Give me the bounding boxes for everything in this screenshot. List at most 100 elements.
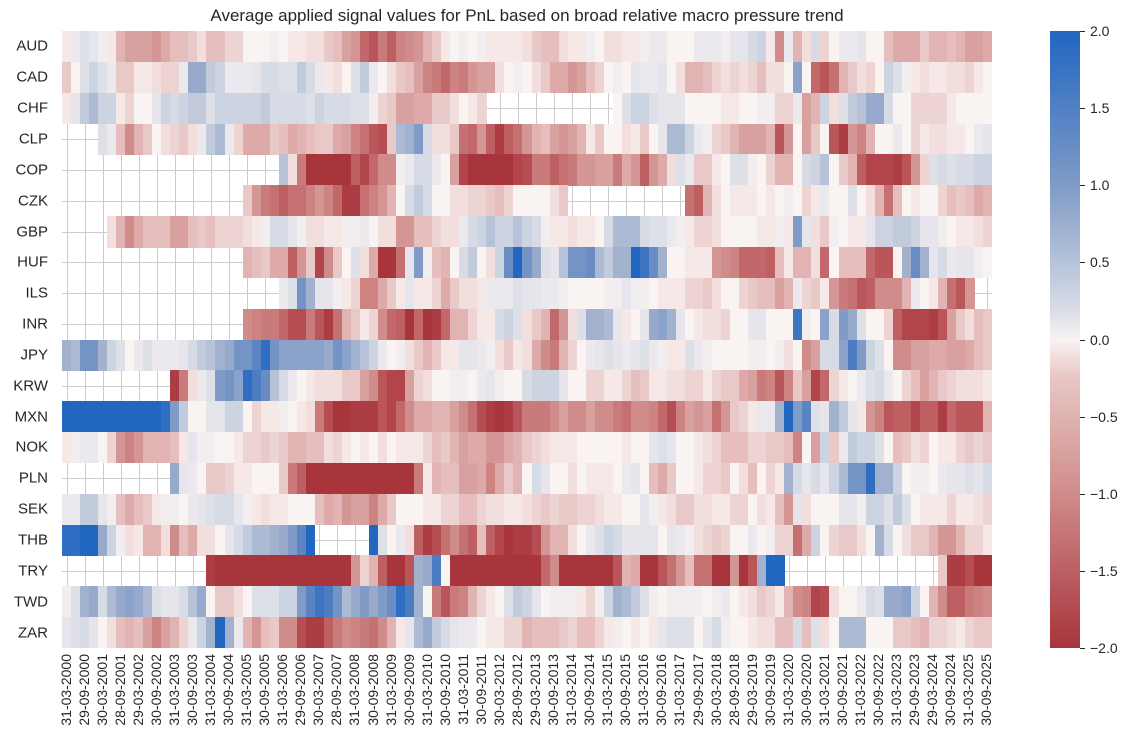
x-tick-label: 29-09-2017 [689,654,706,726]
heatmap-cell [287,92,298,125]
heatmap-cell [359,123,370,155]
heatmap-cell [874,246,885,279]
heatmap-cell [955,524,966,557]
heatmap-cell [98,123,108,155]
heatmap-cell [405,586,415,618]
heatmap-cell [468,185,478,217]
heatmap-cell [332,401,343,433]
heatmap-cell [919,493,930,526]
heatmap-cell [847,339,858,371]
heatmap-cell [910,493,921,526]
heatmap-cell [721,154,731,186]
heatmap-cell [721,123,731,155]
heatmap-cell [585,617,596,648]
heatmap-cell [179,617,189,648]
heatmap-cell [657,92,668,125]
heatmap-cell [549,185,560,217]
heatmap-cell [648,154,659,186]
heatmap-cell [558,586,569,618]
heatmap-cell [558,185,569,217]
heatmap-cell [766,339,776,371]
heatmap-cell [874,31,885,63]
heatmap-cell [973,31,984,63]
heatmap-cell [703,31,713,63]
heatmap-cell [820,493,831,526]
heatmap-cell [450,92,460,125]
heatmap-cell [576,462,587,495]
heatmap-cell [405,123,415,155]
heatmap-cell [341,92,352,125]
heatmap-cell [748,185,758,217]
heatmap-cell [396,370,406,402]
heatmap-cell [603,555,614,587]
heatmap-cell [928,401,939,433]
heatmap-cell [396,185,406,217]
heatmap-cell [630,370,641,402]
heatmap-cell [829,617,840,648]
heatmap-cell [323,586,334,618]
heatmap-cell [450,216,460,248]
heatmap-cell [982,61,992,94]
heatmap-cell [278,185,289,217]
x-tick-label: 31-03-2017 [671,654,688,726]
heatmap-cell [107,61,117,94]
heatmap-cell [71,92,81,125]
heatmap-cell [829,586,840,618]
heatmap-cell [946,617,957,648]
heatmap-cell [820,185,831,217]
heatmap-cell [630,277,641,310]
heatmap-cell [134,216,144,248]
heatmap-cell [504,401,515,433]
heatmap-cell [964,401,975,433]
heatmap-cell [585,432,596,464]
heatmap-cell [405,31,415,63]
heatmap-cell [224,524,235,557]
heatmap-cell [838,277,849,310]
heatmap-cell [549,31,560,63]
heatmap-cell [576,370,587,402]
heatmap-cell [368,216,379,248]
heatmap-cell [892,123,903,155]
heatmap-cell [107,123,117,155]
heatmap-cell [170,617,180,648]
heatmap-cell [910,370,921,402]
heatmap-cell [441,92,451,125]
heatmap-cell [919,586,930,618]
heatmap-cell [856,586,867,618]
heatmap-cell [170,401,180,433]
heatmap-cell [233,123,244,155]
heatmap-cell [721,308,731,341]
heatmap-cell [305,432,316,464]
heatmap-cell [919,154,930,186]
heatmap-cell [973,370,984,402]
heatmap-cell [522,154,533,186]
heatmap-cell [775,462,785,495]
heatmap-cell [766,617,776,648]
heatmap-cell [766,462,776,495]
heatmap-cell [314,555,325,587]
heatmap-cell [495,493,506,526]
heatmap-cell [179,524,189,557]
heatmap-cell [549,246,560,279]
heatmap-cell [486,586,496,618]
heatmap-cell [883,339,894,371]
heatmap-cell [937,401,948,433]
heatmap-cell [305,493,316,526]
heatmap-cell [703,308,713,341]
heatmap-cell [152,586,162,618]
heatmap-cell [341,123,352,155]
heatmap-cell [368,586,379,618]
heatmap-cell [80,586,90,618]
heatmap-cell [685,432,695,464]
heatmap-cell [414,339,424,371]
heatmap-cell [694,401,704,433]
x-tick-label: 31-03-2023 [888,654,905,726]
heatmap-cell [621,123,632,155]
heatmap-cell [766,216,776,248]
heatmap-cell [432,61,442,94]
heatmap-cell [242,493,253,526]
heatmap-cell [504,586,515,618]
heatmap-cell [278,493,289,526]
heatmap-cell [179,31,189,63]
heatmap-cell [630,524,641,557]
